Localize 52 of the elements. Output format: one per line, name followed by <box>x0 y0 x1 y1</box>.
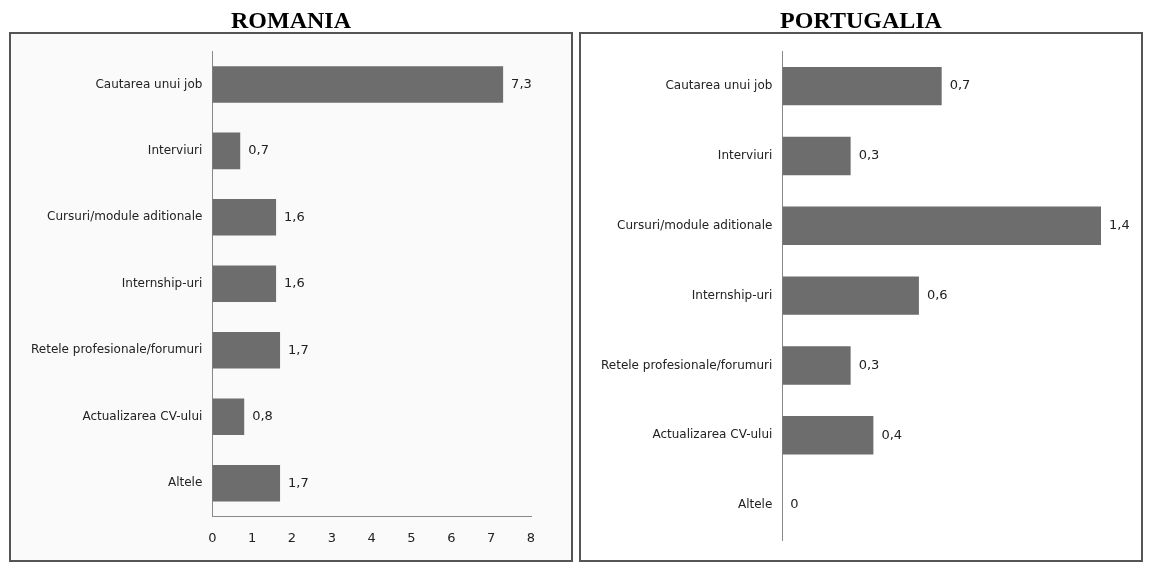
bar <box>782 416 874 455</box>
y-tick-label: Actualizarea CV-ului <box>652 427 773 442</box>
data-label: 0,3 <box>858 356 880 372</box>
data-label: 0,4 <box>881 426 903 442</box>
y-tick-label: Cautarea unui job <box>95 76 203 91</box>
x-tick-label: 6 <box>447 529 456 545</box>
y-tick-label: Internship-uri <box>121 275 203 290</box>
x-tick-label: 3 <box>327 529 336 545</box>
data-label: 1,7 <box>288 474 309 490</box>
bar <box>782 136 851 176</box>
data-label: 1,6 <box>284 275 305 291</box>
bar <box>782 66 942 106</box>
y-tick-label: Retele profesionale/forumuri <box>600 357 773 372</box>
y-tick-label: Internship-uri <box>691 287 773 302</box>
chart-title: PORTUGALIA <box>780 7 942 33</box>
y-tick-label: Interviuri <box>717 148 773 163</box>
x-tick-label: 8 <box>526 529 536 545</box>
bar <box>212 66 504 103</box>
x-tick-label: 2 <box>287 529 297 545</box>
x-tick-label: 5 <box>407 529 416 545</box>
data-label: 0,7 <box>949 77 971 93</box>
data-label: 1,6 <box>284 208 305 224</box>
x-tick-label: 7 <box>487 529 496 545</box>
data-label: 0,8 <box>252 408 273 424</box>
x-tick-label: 4 <box>367 529 376 545</box>
y-tick-label: Altele <box>167 475 203 490</box>
bar <box>782 206 1101 245</box>
bar <box>212 398 245 435</box>
bar <box>212 331 281 369</box>
y-tick-label: Cursuri/module aditionale <box>617 217 773 232</box>
y-tick-label: Interviuri <box>147 143 203 158</box>
chart-title: ROMANIA <box>231 7 351 33</box>
data-label: 0,6 <box>926 286 948 302</box>
bar <box>212 265 277 303</box>
data-label: 0,7 <box>248 142 269 158</box>
bar <box>212 132 241 170</box>
y-tick-label: Cursuri/module aditionale <box>47 209 203 224</box>
y-tick-label: Actualizarea CV-ului <box>82 408 203 423</box>
bar <box>212 199 277 236</box>
x-tick-label: 1 <box>248 529 257 545</box>
bar <box>782 276 919 315</box>
data-label: 0 <box>790 496 799 512</box>
y-tick-label: Retele profesionale/forumuri <box>30 342 203 357</box>
data-label: 1,7 <box>288 341 309 357</box>
x-tick-label: 0 <box>208 529 217 545</box>
data-label: 1,4 <box>1109 217 1130 233</box>
y-tick-label: Cautarea unui job <box>665 78 773 93</box>
data-label: 7,3 <box>511 75 532 91</box>
bar <box>782 346 851 385</box>
data-label: 0,3 <box>858 147 880 163</box>
bar <box>212 464 281 502</box>
y-tick-label: Altele <box>737 497 773 512</box>
